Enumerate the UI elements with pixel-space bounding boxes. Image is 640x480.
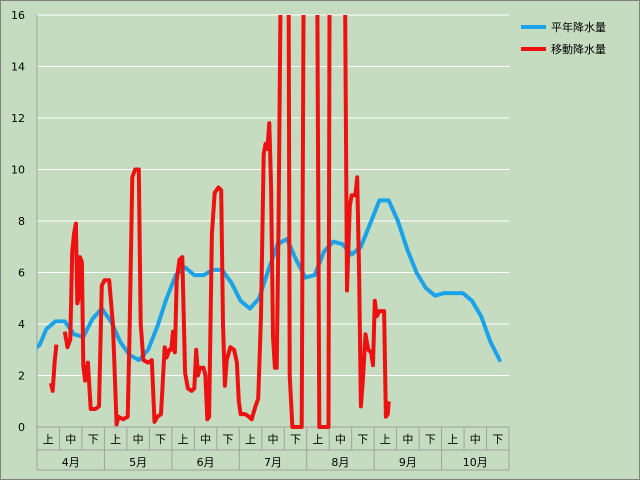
legend-label: 移動降水量 [551, 42, 606, 56]
dekad-label: 中 [335, 433, 346, 446]
dekad-label: 下 [425, 433, 436, 446]
dekad-label: 上 [110, 433, 121, 446]
dekad-label: 中 [200, 433, 211, 446]
dekad-label: 下 [155, 433, 166, 446]
series-line-moving [62, 15, 283, 427]
legend-label: 平年降水量 [551, 20, 606, 34]
month-label: 10月 [463, 456, 488, 469]
dekad-label: 上 [312, 433, 323, 446]
month-label: 6月 [197, 456, 215, 469]
y-tick-label: 8 [18, 215, 25, 228]
series-line-normal [37, 198, 502, 363]
dekad-label: 下 [492, 433, 503, 446]
month-label: 5月 [129, 456, 147, 469]
series-line-moving [48, 344, 59, 393]
dekad-label: 下 [223, 433, 234, 446]
dekad-label: 中 [268, 433, 279, 446]
series-line-moving [315, 15, 332, 429]
dekad-label: 下 [290, 433, 301, 446]
month-label: 4月 [62, 456, 80, 469]
dekad-label: 下 [357, 433, 368, 446]
dekad-label: 中 [65, 433, 76, 446]
dekad-label: 中 [402, 433, 413, 446]
dekad-label: 上 [43, 433, 54, 446]
y-tick-label: 10 [11, 164, 25, 177]
dekad-label: 中 [133, 433, 144, 446]
y-tick-label: 6 [18, 267, 25, 280]
y-tick-label: 12 [11, 112, 25, 125]
dekad-label: 上 [245, 433, 256, 446]
y-tick-label: 2 [18, 370, 25, 383]
month-label: 9月 [399, 456, 417, 469]
dekad-label: 上 [178, 433, 189, 446]
dekad-label: 下 [88, 433, 99, 446]
dekad-label: 上 [380, 433, 391, 446]
series-line-moving [343, 15, 391, 419]
y-tick-label: 4 [18, 318, 25, 331]
series-line-moving [286, 15, 306, 429]
month-label: 8月 [331, 456, 349, 469]
month-label: 7月 [264, 456, 282, 469]
dekad-label: 中 [470, 433, 481, 446]
y-tick-label: 0 [18, 421, 25, 434]
y-tick-label: 14 [11, 61, 25, 74]
y-tick-label: 16 [11, 9, 25, 22]
dekad-label: 上 [447, 433, 458, 446]
